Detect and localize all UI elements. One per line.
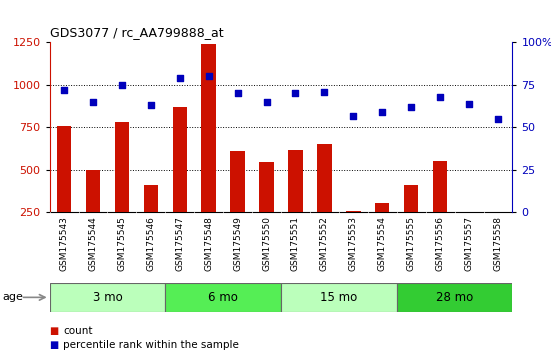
Text: 15 mo: 15 mo bbox=[320, 291, 358, 304]
Text: GSM175558: GSM175558 bbox=[494, 216, 503, 271]
Point bbox=[464, 101, 473, 107]
Bar bbox=[115, 122, 129, 255]
Bar bbox=[281, 283, 397, 312]
Bar bbox=[433, 161, 447, 255]
Bar bbox=[172, 107, 187, 255]
Text: GSM175548: GSM175548 bbox=[204, 216, 213, 271]
Bar bbox=[86, 170, 100, 255]
Bar bbox=[288, 149, 302, 255]
Bar bbox=[50, 283, 165, 312]
Point bbox=[494, 116, 503, 122]
Point bbox=[117, 82, 126, 88]
Bar bbox=[397, 283, 512, 312]
Point bbox=[407, 104, 415, 110]
Point bbox=[320, 89, 329, 95]
Bar bbox=[462, 214, 476, 255]
Point bbox=[204, 74, 213, 79]
Text: GSM175551: GSM175551 bbox=[291, 216, 300, 271]
Bar bbox=[230, 151, 245, 255]
Text: GSM175557: GSM175557 bbox=[464, 216, 473, 271]
Point bbox=[175, 75, 184, 81]
Text: 3 mo: 3 mo bbox=[93, 291, 122, 304]
Point bbox=[262, 99, 271, 105]
Text: GSM175554: GSM175554 bbox=[378, 216, 387, 271]
Bar bbox=[202, 44, 216, 255]
Point bbox=[349, 113, 358, 118]
Text: GSM175546: GSM175546 bbox=[147, 216, 155, 271]
Bar bbox=[375, 203, 390, 255]
Text: GSM175547: GSM175547 bbox=[175, 216, 184, 271]
Point bbox=[89, 99, 98, 105]
Bar bbox=[260, 162, 274, 255]
Text: GSM175544: GSM175544 bbox=[89, 216, 98, 271]
Text: GSM175545: GSM175545 bbox=[117, 216, 126, 271]
Text: GSM175556: GSM175556 bbox=[436, 216, 445, 271]
Point bbox=[291, 91, 300, 96]
Point bbox=[147, 103, 155, 108]
Bar bbox=[144, 185, 158, 255]
Bar bbox=[57, 126, 71, 255]
Text: GSM175552: GSM175552 bbox=[320, 216, 329, 271]
Text: percentile rank within the sample: percentile rank within the sample bbox=[63, 340, 239, 350]
Text: count: count bbox=[63, 326, 93, 336]
Point bbox=[378, 109, 387, 115]
Text: GSM175555: GSM175555 bbox=[407, 216, 415, 271]
Text: GSM175553: GSM175553 bbox=[349, 216, 358, 271]
Text: ■: ■ bbox=[50, 326, 59, 336]
Text: GSM175550: GSM175550 bbox=[262, 216, 271, 271]
Text: 28 mo: 28 mo bbox=[436, 291, 473, 304]
Point bbox=[60, 87, 68, 93]
Text: age: age bbox=[3, 292, 24, 302]
Point bbox=[436, 94, 445, 100]
Text: GSM175543: GSM175543 bbox=[60, 216, 68, 271]
Text: ■: ■ bbox=[50, 340, 59, 350]
Text: GSM175549: GSM175549 bbox=[233, 216, 242, 271]
Bar bbox=[491, 212, 505, 255]
Text: GDS3077 / rc_AA799888_at: GDS3077 / rc_AA799888_at bbox=[50, 25, 223, 39]
Text: 6 mo: 6 mo bbox=[208, 291, 238, 304]
Bar bbox=[165, 283, 281, 312]
Bar bbox=[404, 185, 418, 255]
Bar bbox=[346, 211, 360, 255]
Bar bbox=[317, 144, 332, 255]
Point bbox=[233, 91, 242, 96]
